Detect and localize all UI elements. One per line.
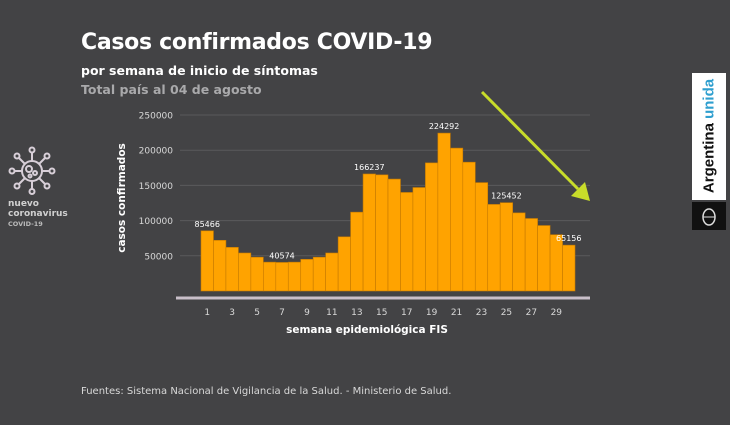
- y-tick-label: 250000: [139, 112, 174, 122]
- x-tick-label: 23: [476, 308, 487, 318]
- bar: [412, 187, 426, 292]
- bar: [487, 204, 501, 292]
- bar: [437, 132, 451, 292]
- bar: [337, 236, 351, 292]
- bar: [524, 218, 538, 292]
- y-axis-label: casos confirmados: [116, 143, 128, 253]
- x-tick-label: 21: [451, 308, 462, 318]
- subtitle: por semana de inicio de síntomas: [81, 63, 318, 78]
- x-tick-label: 7: [279, 308, 285, 318]
- coronavirus-logo: nuevo coronavirus COVID-19: [8, 145, 68, 229]
- data-label: 166237: [354, 163, 385, 172]
- data-label: 85466: [195, 220, 220, 229]
- data-label: 40574: [269, 251, 294, 260]
- x-tick-label: 19: [426, 308, 438, 318]
- x-tick-label: 15: [376, 308, 387, 318]
- bar: [213, 240, 227, 292]
- bar: [499, 202, 513, 292]
- source-note: Fuentes: Sistema Nacional de Vigilancia …: [81, 386, 452, 397]
- logo-text-covid: COVID-19: [8, 220, 43, 228]
- bar: [387, 178, 401, 292]
- x-tick-label: 1: [204, 308, 210, 318]
- y-tick-label: 50000: [144, 252, 173, 262]
- y-tick-label: 150000: [139, 182, 174, 192]
- bar: [562, 244, 576, 292]
- bar: [450, 147, 464, 292]
- bar: [312, 256, 326, 292]
- bar: [362, 173, 376, 292]
- logo-text-nuevo: nuevo: [8, 199, 39, 209]
- x-tick-label: 5: [254, 308, 260, 318]
- bar: [350, 211, 364, 292]
- bar: [225, 247, 239, 292]
- x-tick-label: 9: [304, 308, 310, 318]
- date-note: Total país al 04 de agosto: [81, 82, 262, 97]
- argentina-unida-logo: Argentina unida: [692, 73, 726, 230]
- x-tick-label: 13: [351, 308, 362, 318]
- logo-text-coronavirus: coronavirus: [8, 209, 68, 219]
- data-label: 224292: [429, 122, 460, 131]
- data-label: 65156: [556, 234, 581, 243]
- bar: [250, 256, 264, 292]
- bar: [287, 261, 302, 292]
- bar: [400, 192, 414, 292]
- x-tick-label: 17: [401, 308, 412, 318]
- x-tick-label: 27: [526, 308, 537, 318]
- bar: [474, 182, 489, 292]
- y-tick-label: 200000: [139, 147, 174, 157]
- bar: [200, 230, 214, 292]
- bar: [275, 262, 289, 292]
- x-axis-label: semana epidemiológica FIS: [286, 324, 448, 336]
- bar: [375, 174, 389, 292]
- x-tick-label: 29: [551, 308, 563, 318]
- y-tick-label: 100000: [139, 217, 174, 227]
- coat-of-arms-icon: [692, 202, 726, 230]
- bar: [512, 212, 526, 292]
- bar: [425, 162, 439, 292]
- trend-arrow: [480, 90, 590, 201]
- x-tick-label: 11: [326, 308, 337, 318]
- x-tick-label: 3: [229, 308, 235, 318]
- virus-icon: [8, 146, 56, 195]
- x-tick-label: 25: [501, 308, 512, 318]
- bar: [325, 252, 339, 292]
- bar: [462, 161, 476, 292]
- bar: [537, 225, 551, 292]
- bar: [300, 259, 314, 292]
- page-title: Casos confirmados COVID-19: [81, 30, 433, 55]
- bar: [263, 261, 277, 292]
- bar: [238, 252, 252, 292]
- data-label: 125452: [491, 192, 522, 201]
